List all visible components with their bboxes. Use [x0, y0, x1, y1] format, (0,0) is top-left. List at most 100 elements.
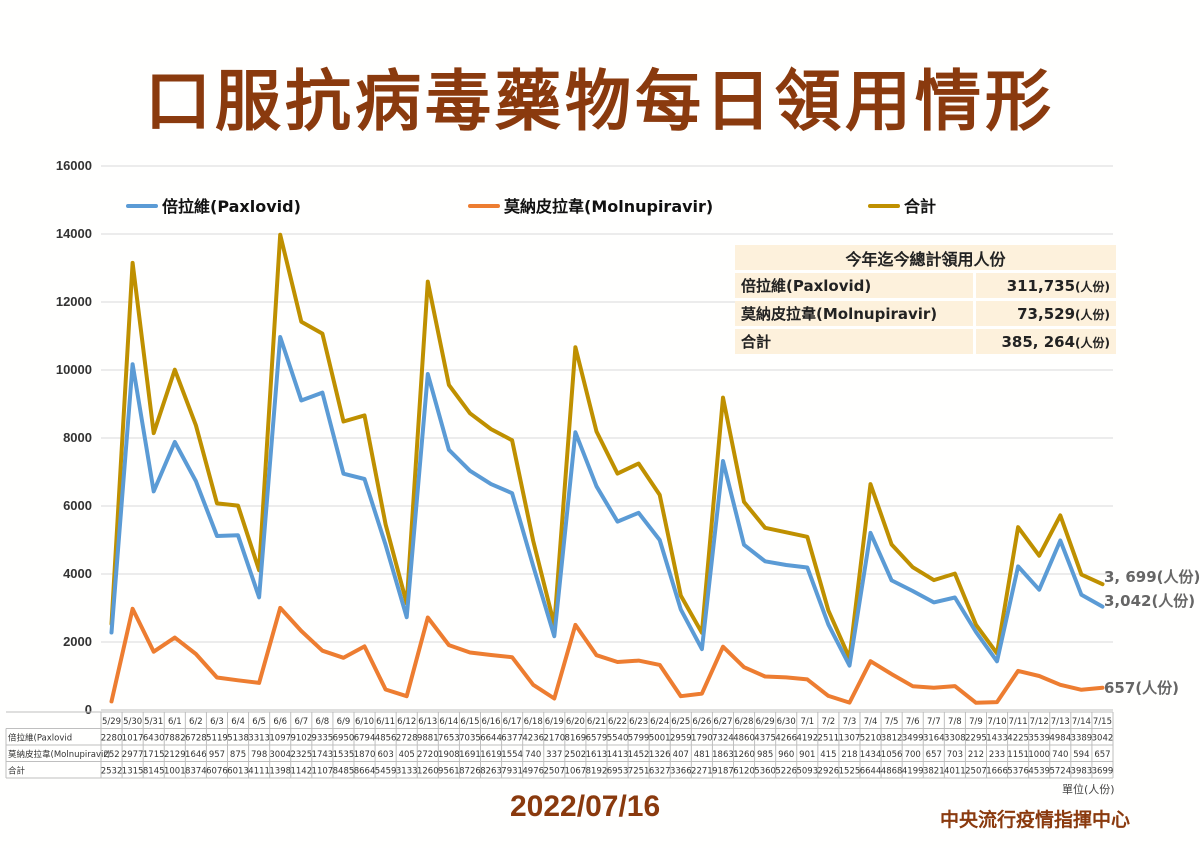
table-cell: 4860	[733, 734, 755, 744]
table-cell: 6013	[227, 767, 249, 777]
table-cell: 3133	[396, 767, 418, 777]
table-cell: 1307	[839, 734, 861, 744]
table-cell: 4375	[754, 734, 776, 744]
x-tick-label: 6/21	[587, 717, 606, 727]
table-cell: 1001	[164, 767, 186, 777]
x-tick-label: 6/10	[355, 717, 374, 727]
table-cell: 4266	[775, 734, 797, 744]
table-cell: 9102	[290, 734, 312, 744]
table-cell: 740	[525, 750, 541, 760]
table-cell: 4111	[248, 767, 270, 777]
table-cell: 5119	[206, 734, 228, 744]
table-cell: 1398	[269, 767, 291, 777]
table-cell: 1056	[881, 750, 903, 760]
table-cell: 1619	[480, 750, 502, 760]
table-cell: 3983	[1071, 767, 1093, 777]
x-tick-label: 6/22	[608, 717, 627, 727]
table-cell: 8374	[185, 767, 207, 777]
y-tick-label: 6000	[63, 498, 92, 513]
x-tick-label: 5/30	[123, 717, 142, 727]
table-cell: 233	[989, 750, 1005, 760]
x-tick-label: 6/25	[671, 717, 690, 727]
table-cell: 1863	[712, 750, 734, 760]
table-cell: 5093	[796, 767, 818, 777]
table-cell: 703	[947, 750, 963, 760]
table-cell: 1260	[733, 750, 755, 760]
x-tick-label: 6/23	[629, 717, 648, 727]
table-cell: 6644	[860, 767, 882, 777]
table-cell: 8145	[143, 767, 165, 777]
table-cell: 1790	[691, 734, 713, 744]
table-cell: 875	[230, 750, 246, 760]
x-tick-label: 6/24	[650, 717, 669, 727]
table-cell: 1715	[143, 750, 165, 760]
table-cell: 957	[209, 750, 225, 760]
table-cell: 2325	[290, 750, 312, 760]
table-cell: 3821	[923, 767, 945, 777]
table-cell: 6430	[143, 734, 165, 744]
table-cell: 1067	[565, 767, 587, 777]
table-cell: 4976	[522, 767, 544, 777]
x-tick-label: 7/12	[1030, 717, 1049, 727]
legend-entry: 莫納皮拉韋(Molnupiravir)	[503, 197, 713, 216]
x-tick-label: 7/9	[969, 717, 983, 727]
summary-row-value: 73,529	[1017, 304, 1076, 323]
x-tick-label: 6/8	[316, 717, 330, 727]
table-cell: 1151	[1007, 750, 1029, 760]
table-cell: 5138	[227, 734, 249, 744]
table-cell: 8263	[480, 767, 502, 777]
table-cell: 1260	[417, 767, 439, 777]
summary-row-name: 莫納皮拉韋(Molnupiravir)	[735, 301, 973, 326]
table-cell: 252	[103, 750, 119, 760]
table-cell: 6377	[501, 734, 523, 744]
x-tick-label: 6/2	[189, 717, 203, 727]
x-tick-label: 5/31	[144, 717, 163, 727]
table-cell: 481	[694, 750, 710, 760]
table-cell: 2170	[543, 734, 565, 744]
table-cell: 2977	[122, 750, 144, 760]
summary-title: 今年迄今總計領用人份	[735, 245, 1116, 270]
summary-row-value: 311,735	[1006, 276, 1076, 295]
x-tick-label: 7/14	[1072, 717, 1091, 727]
x-tick-label: 6/11	[376, 717, 395, 727]
table-cell: 3812	[881, 734, 903, 744]
series-line	[109, 335, 1105, 668]
table-cell: 4199	[902, 767, 924, 777]
summary-row-unit: (人份)	[1075, 279, 1110, 294]
table-cell: 4984	[1049, 734, 1071, 744]
x-tick-label: 7/13	[1051, 717, 1070, 727]
x-tick-label: 7/10	[987, 717, 1006, 727]
x-tick-label: 6/6	[273, 717, 287, 727]
table-cell: 1097	[269, 734, 291, 744]
table-cell: 1908	[438, 750, 460, 760]
table-cell: 4539	[1028, 767, 1050, 777]
x-tick-label: 6/4	[231, 717, 245, 727]
x-tick-label: 6/9	[337, 717, 351, 727]
table-cell: 960	[778, 750, 794, 760]
table-cell: 4011	[944, 767, 966, 777]
summary-table: 今年迄今總計領用人份 倍拉維(Paxlovid) 311,735(人份) 莫納皮…	[735, 242, 1116, 357]
table-cell: 985	[757, 750, 773, 760]
table-cell: 2271	[691, 767, 713, 777]
x-tick-label: 6/18	[524, 717, 543, 727]
table-cell: 2959	[670, 734, 692, 744]
y-tick-label: 16000	[56, 158, 92, 173]
summary-row-name: 合計	[735, 329, 973, 354]
table-cell: 405	[399, 750, 415, 760]
table-cell: 700	[905, 750, 921, 760]
y-tick-label: 14000	[56, 226, 92, 241]
table-cell: 6728	[185, 734, 207, 744]
table-cell: 4236	[522, 734, 544, 744]
y-tick-label: 8000	[63, 430, 92, 445]
table-cell: 2926	[818, 767, 840, 777]
table-cell: 5001	[649, 734, 671, 744]
table-cell: 6950	[333, 734, 355, 744]
table-cell: 6076	[206, 767, 228, 777]
x-tick-label: 6/20	[566, 717, 585, 727]
table-cell: 1434	[860, 750, 882, 760]
legend-entry: 倍拉維(Paxlovid)	[162, 197, 301, 216]
x-tick-label: 6/17	[503, 717, 522, 727]
y-tick-label: 2000	[63, 634, 92, 649]
table-cell: 407	[673, 750, 689, 760]
